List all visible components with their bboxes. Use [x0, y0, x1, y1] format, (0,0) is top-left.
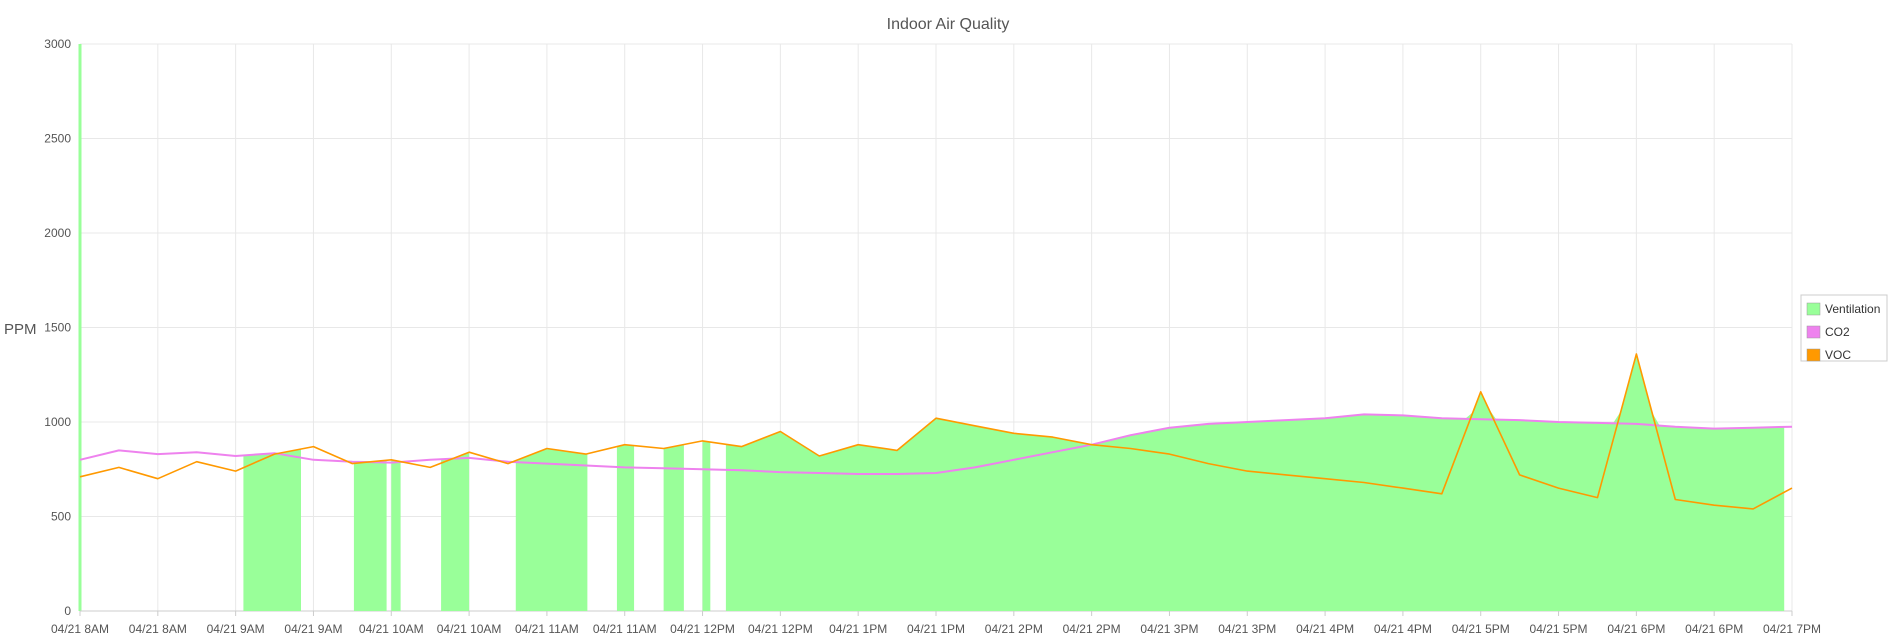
y-axis-label: PPM [4, 321, 37, 338]
x-tick-label: 04/21 4PM [1374, 622, 1432, 636]
ventilation-segment [353, 460, 387, 611]
ventilation-segment [515, 449, 588, 611]
y-tick-label: 500 [51, 510, 71, 524]
x-axis-ticks: 04/21 8AM 04/21 8AM 04/21 9AM 04/21 9AM 04/2… [51, 622, 1821, 636]
legend: Ventilation CO2 VOC [1800, 294, 1888, 362]
x-tick-label: 04/21 11AM [593, 622, 657, 636]
x-tick-label: 04/21 8AM [51, 622, 109, 636]
x-tick-label: 04/21 9AM [207, 622, 265, 636]
legend-swatch [1806, 325, 1821, 339]
x-tick-label: 04/21 3PM [1218, 622, 1276, 636]
ventilation-segment [663, 444, 684, 611]
legend-label: CO2 [1825, 325, 1850, 339]
ventilation-segment [391, 459, 401, 611]
y-tick-label: 1500 [44, 321, 71, 335]
x-tick-label: 04/21 10AM [437, 622, 502, 636]
x-tick-label: 04/21 8AM [129, 622, 187, 636]
y-axis-ticks: 0 500 1000 1500 2000 2500 3000 [44, 37, 71, 618]
ventilation-area [243, 354, 1785, 611]
x-tick-label: 04/21 4PM [1296, 622, 1354, 636]
x-tick-label: 04/21 1PM [829, 622, 887, 636]
x-tick-label: 04/21 7PM [1763, 622, 1821, 636]
y-tick-label: 2000 [44, 226, 71, 240]
x-tick-label: 04/21 11AM [515, 622, 579, 636]
x-tick-label: 04/21 2PM [1063, 622, 1121, 636]
x-tick-label: 04/21 6PM [1607, 622, 1665, 636]
y-tick-label: 2500 [44, 132, 71, 146]
y-tick-label: 1000 [44, 415, 71, 429]
ventilation-segment [616, 444, 635, 611]
legend-swatch [1806, 302, 1821, 316]
ventilation-segment [243, 449, 302, 611]
ventilation-segment [702, 440, 711, 611]
x-tick-label: 04/21 5PM [1452, 622, 1510, 636]
series-lines [79, 353, 1793, 510]
x-tick-label: 04/21 10AM [359, 622, 424, 636]
x-tick-label: 04/21 9AM [284, 622, 342, 636]
chart-title: Indoor Air Quality [887, 16, 1010, 33]
x-tick-label: 04/21 12PM [670, 622, 735, 636]
ventilation-segment [441, 452, 470, 611]
ventilation-segment [725, 354, 1785, 611]
x-tick-label: 04/21 5PM [1530, 622, 1588, 636]
voc-line [79, 353, 1793, 510]
y-tick-label: 3000 [44, 37, 71, 51]
legend-swatch [1806, 348, 1821, 362]
x-tick-label: 04/21 2PM [985, 622, 1043, 636]
legend-label: Ventilation [1825, 302, 1880, 316]
x-tick-label: 04/21 12PM [748, 622, 813, 636]
x-tick-label: 04/21 3PM [1140, 622, 1198, 636]
x-tick-label: 04/21 6PM [1685, 622, 1743, 636]
y-tick-label: 0 [64, 604, 71, 618]
x-tick-label: 04/21 1PM [907, 622, 965, 636]
legend-label: VOC [1825, 348, 1851, 362]
